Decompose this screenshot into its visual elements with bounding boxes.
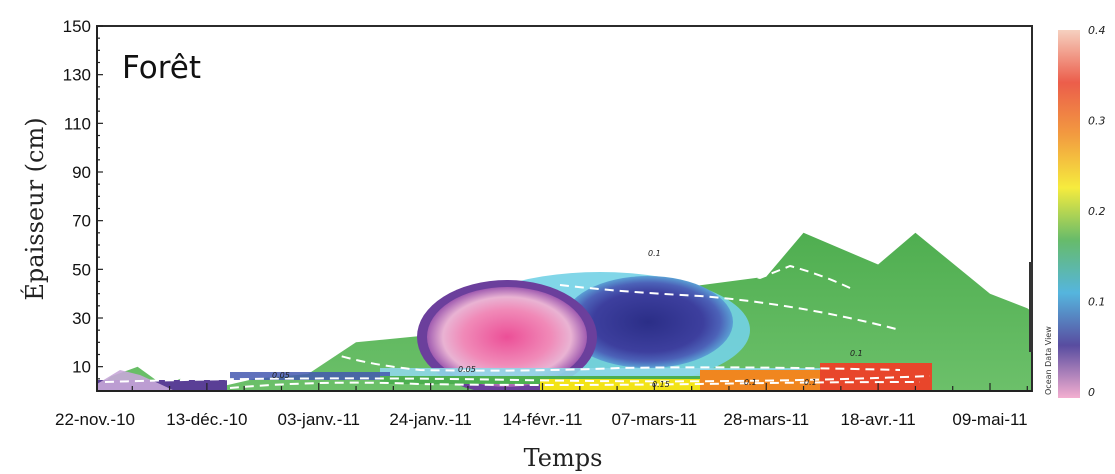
heatmap-field: 0.1 0.1 0.05 0.05 0.15 0.1 0.1	[97, 232, 1032, 391]
x-axis-label: Temps	[524, 444, 603, 472]
x-tick-label: 07-mars-11	[612, 410, 698, 429]
contour-label: 0.15	[652, 380, 670, 389]
x-tick-label: 28-mars-11	[723, 410, 809, 429]
colorbar-tick-label: 0	[1088, 386, 1095, 399]
y-tick-label: 90	[72, 163, 91, 182]
contour-label: 0.1	[850, 349, 863, 358]
colorbar-tick-label: 0.2	[1088, 205, 1106, 218]
contour-label: 0.1	[804, 378, 817, 387]
y-tick-label: 70	[72, 212, 91, 231]
contour-label: 0.1	[648, 249, 661, 258]
colorbar-ramp	[1058, 30, 1080, 398]
y-tick-label: 110	[64, 114, 91, 133]
isolines	[104, 253, 931, 389]
x-tick-label: 09-mai-11	[952, 410, 1027, 429]
x-axis: 22-nov.-10 13-déc.-10 03-janv.-11 24-janv.-…	[55, 383, 1032, 429]
x-tick-label: 18-avr.-11	[840, 410, 915, 429]
y-axis-label: Épaisseur (cm)	[20, 117, 49, 300]
x-tick-label: 14-févr.-11	[502, 410, 582, 429]
contour-labels: 0.1 0.1 0.05 0.05 0.15 0.1 0.1	[272, 249, 863, 389]
bottom-blue-band	[230, 372, 390, 380]
bottom-cyan-band	[380, 368, 920, 376]
navy-core	[563, 276, 733, 368]
colorbar: 0.4 0.3 0.2 0.1 0 Ocean Data View	[1044, 24, 1106, 399]
x-tick-label: 13-déc.-10	[166, 410, 247, 429]
contour-label: 0.05	[458, 365, 476, 374]
contour-label: 0.05	[272, 371, 290, 380]
y-axis: 10 30 50 70 90 110 130 150	[63, 17, 103, 392]
colorbar-tick-label: 0.4	[1088, 24, 1106, 37]
odv-watermark: Ocean Data View	[1044, 326, 1053, 395]
x-tick-label: 22-nov.-10	[55, 410, 135, 429]
colorbar-ticks: 0.4 0.3 0.2 0.1 0	[1088, 24, 1106, 399]
y-tick-label: 10	[72, 358, 91, 377]
y-tick-label: 150	[63, 17, 91, 36]
plot-area: 0.1 0.1 0.05 0.05 0.15 0.1 0.1 Forêt	[96, 25, 1033, 392]
y-tick-label: 130	[63, 66, 91, 85]
panel-title: Forêt	[122, 50, 201, 86]
x-tick-label: 03-janv.-11	[277, 410, 360, 429]
y-tick-label: 30	[72, 309, 91, 328]
y-tick-label: 50	[72, 260, 91, 279]
colorbar-tick-label: 0.1	[1088, 296, 1106, 309]
x-tick-label: 24-janv.-11	[389, 410, 472, 429]
contour-label: 0.1	[744, 378, 757, 387]
pink-core	[427, 287, 587, 387]
colorbar-tick-label: 0.3	[1088, 115, 1106, 128]
